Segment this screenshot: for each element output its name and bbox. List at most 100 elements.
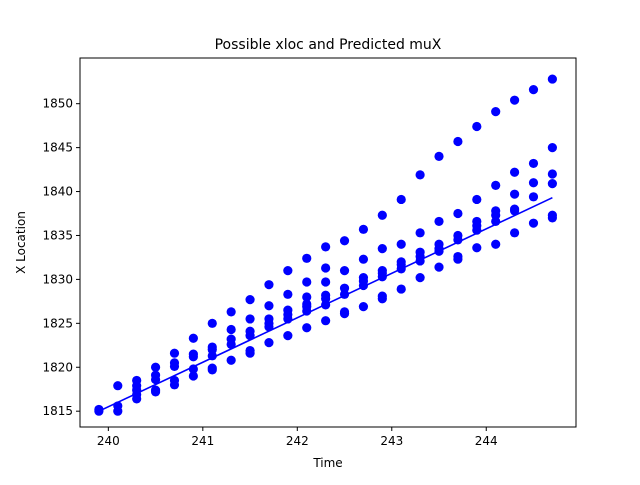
data-point <box>245 295 255 305</box>
data-point <box>453 136 463 147</box>
data-point <box>547 210 557 220</box>
data-point <box>302 292 312 302</box>
data-point <box>226 307 236 317</box>
x-tick-label: 241 <box>191 434 214 448</box>
y-tick-label: 1825 <box>42 316 73 330</box>
y-tick-label: 1850 <box>42 97 73 111</box>
data-point <box>377 210 387 220</box>
data-point <box>472 194 482 205</box>
data-point <box>453 230 463 241</box>
data-point <box>509 167 520 177</box>
data-point <box>547 143 557 153</box>
data-point <box>245 326 255 336</box>
data-point <box>283 305 293 315</box>
data-point <box>321 277 331 287</box>
data-point <box>547 179 557 189</box>
data-point <box>94 404 104 415</box>
data-point <box>491 180 501 190</box>
data-point <box>264 314 274 324</box>
data-point <box>132 375 142 386</box>
data-point <box>472 121 482 132</box>
data-point <box>377 266 387 276</box>
data-point <box>528 158 539 169</box>
data-point <box>434 262 444 272</box>
data-point <box>321 316 331 326</box>
plot-frame <box>79 57 577 428</box>
data-point <box>302 253 312 263</box>
data-point <box>491 106 501 117</box>
data-point <box>491 239 501 249</box>
y-tick-label: 1835 <box>42 228 73 242</box>
data-point <box>321 290 331 300</box>
data-point <box>113 381 123 391</box>
data-point <box>472 243 482 253</box>
y-axis-label: X Location <box>14 211 28 274</box>
data-point <box>415 228 425 238</box>
data-point <box>283 266 293 276</box>
data-marks <box>94 74 557 416</box>
data-point <box>528 192 539 202</box>
data-point <box>169 348 180 358</box>
data-point <box>339 236 350 246</box>
data-point <box>207 363 217 373</box>
data-point <box>472 216 482 227</box>
data-point <box>509 189 520 199</box>
data-point <box>302 277 312 287</box>
data-point <box>491 206 501 216</box>
data-point <box>377 291 387 301</box>
data-point <box>396 284 406 294</box>
data-point <box>434 239 444 249</box>
data-point <box>226 334 236 344</box>
data-point <box>339 283 350 293</box>
data-point <box>434 151 444 161</box>
x-axis-label: Time <box>312 456 342 470</box>
x-tick-label: 243 <box>380 434 403 448</box>
data-point <box>188 364 198 374</box>
data-point <box>396 194 406 205</box>
data-point <box>150 362 161 372</box>
data-point <box>377 244 387 254</box>
data-point <box>245 345 255 356</box>
x-tick-label: 240 <box>97 434 120 448</box>
chart-title: Possible xloc and Predicted muX <box>215 37 442 53</box>
data-point <box>358 302 369 312</box>
data-point <box>188 349 198 359</box>
y-tick-label: 1840 <box>42 185 73 199</box>
data-point <box>226 324 236 335</box>
data-point <box>528 85 539 95</box>
data-point <box>169 375 180 386</box>
data-point <box>547 74 557 84</box>
y-tick-label: 1830 <box>42 272 73 286</box>
data-point <box>188 371 198 381</box>
data-point <box>302 323 312 333</box>
data-point <box>358 273 369 283</box>
data-point <box>113 401 123 411</box>
data-point <box>150 370 161 380</box>
data-point <box>358 224 369 234</box>
data-point <box>396 257 406 267</box>
data-point <box>415 247 425 257</box>
data-point <box>434 216 444 227</box>
data-point <box>226 355 236 365</box>
data-point <box>283 289 293 299</box>
data-point <box>207 342 217 352</box>
data-point <box>245 314 255 324</box>
data-point <box>264 301 274 311</box>
data-point <box>453 251 463 262</box>
data-point <box>321 263 331 273</box>
data-point <box>358 254 369 264</box>
data-point <box>321 242 331 252</box>
y-tick-label: 1820 <box>42 360 73 374</box>
data-point <box>283 331 293 341</box>
data-point <box>415 170 425 180</box>
data-point <box>396 239 406 249</box>
data-point <box>509 228 520 238</box>
data-point <box>415 273 425 283</box>
data-point <box>528 218 539 228</box>
x-tick-label: 244 <box>475 434 498 448</box>
data-point <box>528 178 539 188</box>
data-point <box>169 358 180 368</box>
data-point <box>264 280 274 290</box>
